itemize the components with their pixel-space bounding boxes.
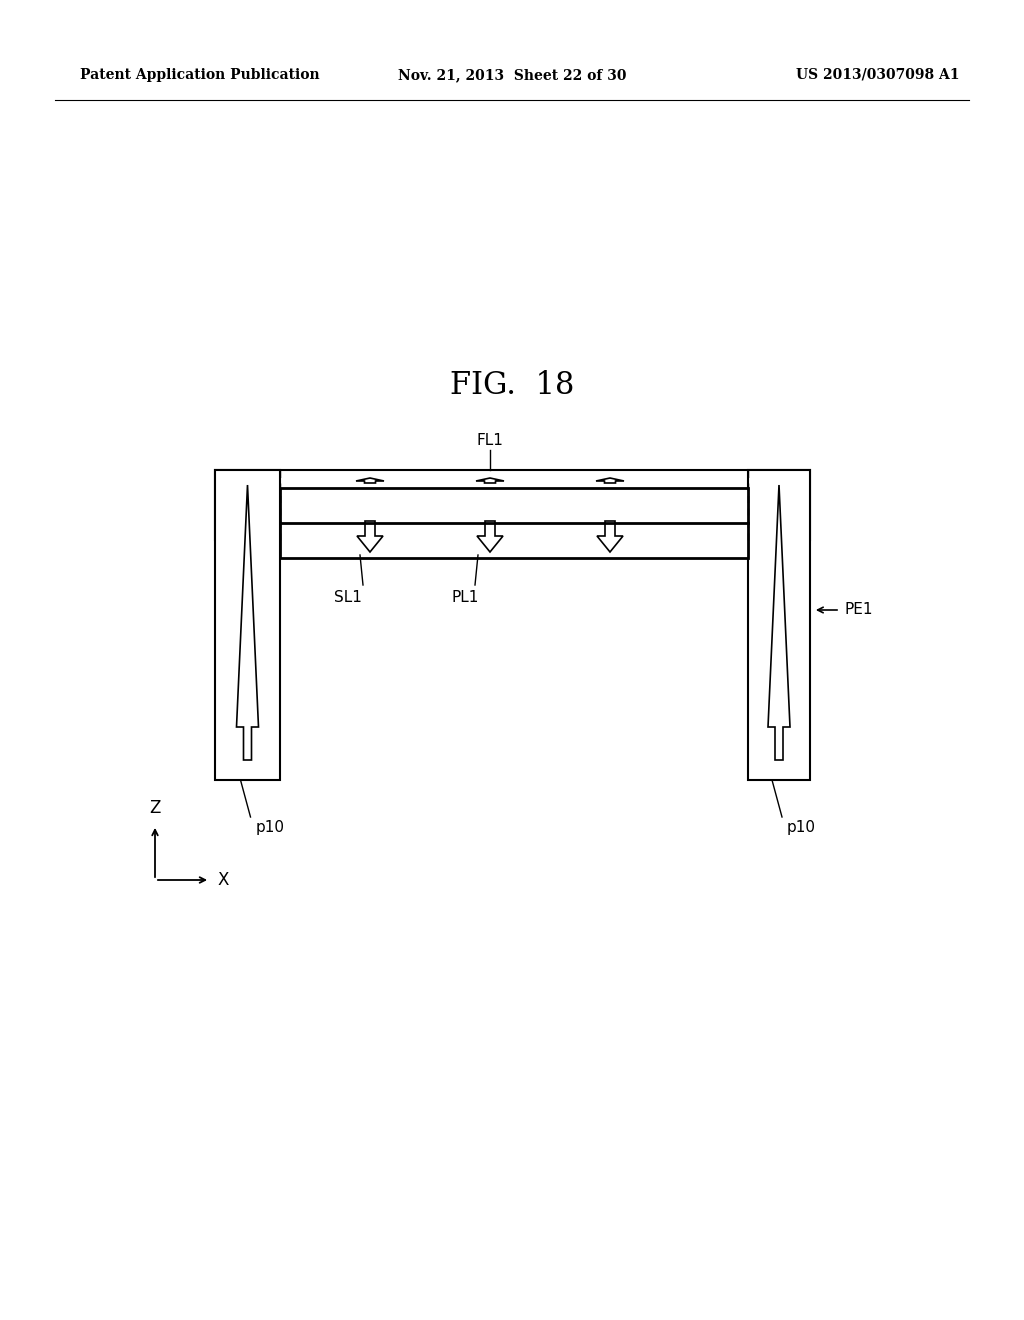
Polygon shape: [597, 521, 623, 552]
Text: SL1: SL1: [334, 590, 361, 605]
Bar: [215, 470, 280, 780]
Text: Z: Z: [150, 799, 161, 817]
Text: X: X: [218, 871, 229, 888]
Text: FL1: FL1: [476, 433, 504, 447]
Text: PL1: PL1: [452, 590, 478, 605]
Text: FIG.  18: FIG. 18: [450, 370, 574, 400]
Polygon shape: [768, 484, 790, 760]
Polygon shape: [357, 521, 383, 552]
Bar: [280, 488, 748, 558]
Polygon shape: [356, 478, 384, 483]
Text: Nov. 21, 2013  Sheet 22 of 30: Nov. 21, 2013 Sheet 22 of 30: [397, 69, 627, 82]
Polygon shape: [477, 521, 503, 552]
Text: p10: p10: [256, 820, 285, 836]
Text: US 2013/0307098 A1: US 2013/0307098 A1: [797, 69, 961, 82]
Polygon shape: [237, 484, 258, 760]
Text: p10: p10: [787, 820, 816, 836]
Polygon shape: [596, 478, 624, 483]
Bar: [215, 470, 810, 540]
Text: Patent Application Publication: Patent Application Publication: [80, 69, 319, 82]
Text: PE1: PE1: [845, 602, 873, 618]
Bar: [748, 470, 810, 780]
Polygon shape: [476, 478, 504, 483]
